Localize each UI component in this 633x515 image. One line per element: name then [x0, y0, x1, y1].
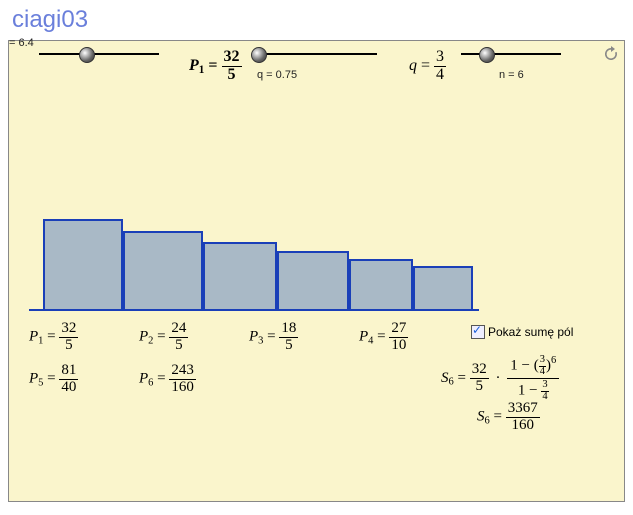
- checkbox-label: Pokaż sumę pól: [488, 325, 573, 339]
- slider-q[interactable]: q = 0.75: [257, 61, 297, 89]
- p-value: P3 = 185: [249, 321, 359, 354]
- slider-p1-track[interactable]: [39, 53, 159, 55]
- page-title: ciagi03: [0, 0, 633, 36]
- sum-formula: S6 = 325 · 1 − (34)6 1 − 34: [441, 355, 559, 402]
- q-formula: q = 34: [409, 49, 446, 84]
- p1-formula: P1 = 325: [189, 49, 242, 84]
- p-value: P4 = 2710: [359, 321, 469, 354]
- p-value: P6 = 243160: [139, 363, 249, 396]
- bar: [277, 251, 349, 311]
- slider-n[interactable]: n = 6: [499, 61, 524, 89]
- reset-icon[interactable]: [602, 45, 620, 63]
- p-row-2: P5 = 8140P6 = 243160: [29, 363, 249, 396]
- slider-thumb[interactable]: [79, 47, 95, 63]
- bar: [413, 266, 473, 311]
- slider-thumb[interactable]: [479, 47, 495, 63]
- checkbox-icon[interactable]: [471, 325, 485, 339]
- show-sum-checkbox[interactable]: Pokaż sumę pól: [471, 325, 573, 339]
- slider-n-track[interactable]: [461, 53, 561, 55]
- bars-chart: [29, 201, 489, 311]
- slider-p1[interactable]: = 6.4: [9, 29, 36, 57]
- applet-frame: = 6.4 P1 = 325 q = 0.75 q = 34 n = 6: [8, 40, 625, 502]
- bar: [349, 259, 413, 311]
- sum-result: S6 = 3367160: [477, 401, 540, 434]
- p-row-1: P1 = 325P2 = 245P3 = 185P4 = 2710: [29, 321, 469, 354]
- slider-q-track[interactable]: [257, 53, 377, 55]
- p-value: P5 = 8140: [29, 363, 139, 396]
- p-value: P2 = 245: [139, 321, 249, 354]
- bar: [203, 242, 277, 311]
- bar: [123, 231, 203, 311]
- bar: [43, 219, 123, 311]
- p-value: P1 = 325: [29, 321, 139, 354]
